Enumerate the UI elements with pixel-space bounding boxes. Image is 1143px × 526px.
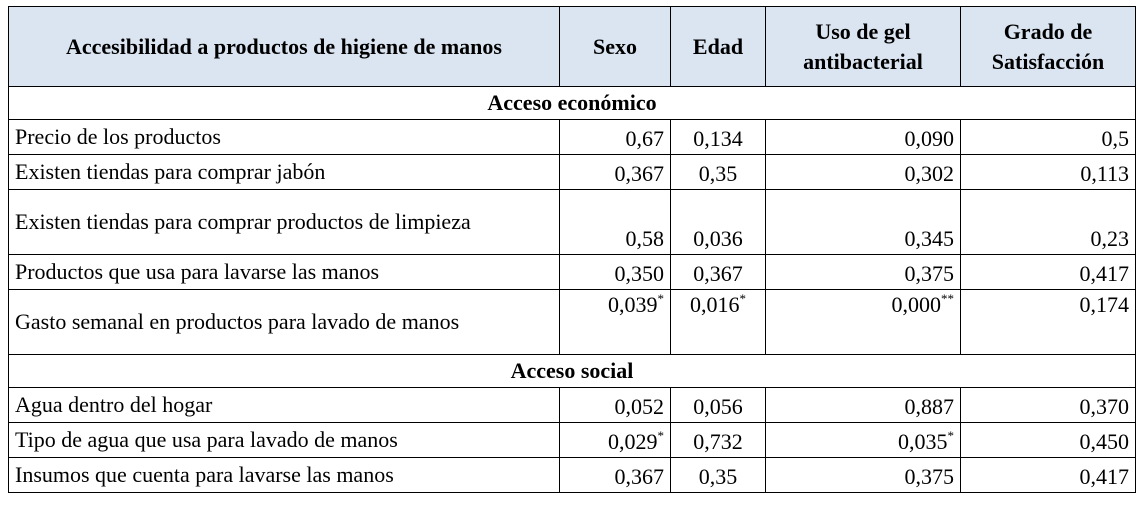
cell-sexo: 0,350	[559, 254, 671, 290]
section-title: Acceso económico	[8, 86, 1136, 120]
cell-edad: 0,35	[670, 154, 766, 190]
cell-sexo: 0,58	[559, 189, 671, 255]
header-sexo: Sexo	[559, 6, 671, 87]
cell-edad: 0,367	[670, 254, 766, 290]
row-label: Precio de los productos	[8, 119, 560, 155]
significance-mark: *	[739, 291, 747, 306]
significance-mark: *	[947, 428, 955, 443]
cell-satisfaccion: 0,5	[960, 119, 1136, 155]
section-row: Acceso social	[8, 354, 1136, 388]
cell-sexo: 0,367	[559, 457, 671, 493]
header-edad: Edad	[670, 6, 766, 87]
cell-edad: 0,036	[670, 189, 766, 255]
cell-sexo: 0,052	[559, 387, 671, 423]
row-label: Agua dentro del hogar	[8, 387, 560, 423]
table-row: Tipo de agua que usa para lavado de mano…	[8, 422, 1136, 458]
cell-gel: 0,035*	[765, 422, 961, 458]
row-label: Insumos que cuenta para lavarse las mano…	[8, 457, 560, 493]
cell-gel: 0,000**	[765, 289, 961, 355]
table-row: Precio de los productos 0,67 0,134 0,090…	[8, 119, 1136, 155]
cell-gel: 0,375	[765, 254, 961, 290]
significance-mark: **	[941, 291, 954, 306]
table-row: Existen tiendas para comprar jabón 0,367…	[8, 154, 1136, 190]
table-row: Productos que usa para lavarse las manos…	[8, 254, 1136, 290]
cell-gel: 0,302	[765, 154, 961, 190]
row-label: Tipo de agua que usa para lavado de mano…	[8, 422, 560, 458]
results-table: Accesibilidad a productos de higiene de …	[8, 6, 1136, 493]
row-label: Gasto semanal en productos para lavado d…	[8, 289, 560, 355]
table-row: Existen tiendas para comprar productos d…	[8, 189, 1136, 255]
cell-edad: 0,016*	[670, 289, 766, 355]
cell-sexo: 0,67	[559, 119, 671, 155]
cell-gel: 0,887	[765, 387, 961, 423]
cell-satisfaccion: 0,174	[960, 289, 1136, 355]
cell-edad: 0,056	[670, 387, 766, 423]
cell-gel: 0,090	[765, 119, 961, 155]
cell-satisfaccion: 0,370	[960, 387, 1136, 423]
table-row: Agua dentro del hogar 0,052 0,056 0,887 …	[8, 387, 1136, 423]
table-row: Gasto semanal en productos para lavado d…	[8, 289, 1136, 355]
cell-satisfaccion: 0,417	[960, 254, 1136, 290]
cell-satisfaccion: 0,450	[960, 422, 1136, 458]
cell-satisfaccion: 0,417	[960, 457, 1136, 493]
significance-mark: *	[657, 291, 665, 306]
cell-edad: 0,134	[670, 119, 766, 155]
header-satisfaccion: Grado de Satisfacción	[960, 6, 1136, 87]
cell-gel: 0,375	[765, 457, 961, 493]
section-row: Acceso económico	[8, 86, 1136, 120]
cell-sexo: 0,039*	[559, 289, 671, 355]
row-label: Existen tiendas para comprar productos d…	[8, 189, 560, 255]
table-header: Accesibilidad a productos de higiene de …	[8, 6, 1136, 87]
table-body: Acceso económico Precio de los productos…	[8, 86, 1136, 493]
table-row: Insumos que cuenta para lavarse las mano…	[8, 457, 1136, 493]
cell-sexo: 0,029*	[559, 422, 671, 458]
row-label: Existen tiendas para comprar jabón	[8, 154, 560, 190]
row-label: Productos que usa para lavarse las manos	[8, 254, 560, 290]
cell-gel: 0,345	[765, 189, 961, 255]
cell-satisfaccion: 0,113	[960, 154, 1136, 190]
cell-satisfaccion: 0,23	[960, 189, 1136, 255]
header-gel: Uso de gel antibacterial	[765, 6, 961, 87]
cell-edad: 0,732	[670, 422, 766, 458]
significance-mark: *	[657, 428, 665, 443]
cell-edad: 0,35	[670, 457, 766, 493]
cell-sexo: 0,367	[559, 154, 671, 190]
header-label: Accesibilidad a productos de higiene de …	[8, 6, 560, 87]
section-title: Acceso social	[8, 354, 1136, 388]
